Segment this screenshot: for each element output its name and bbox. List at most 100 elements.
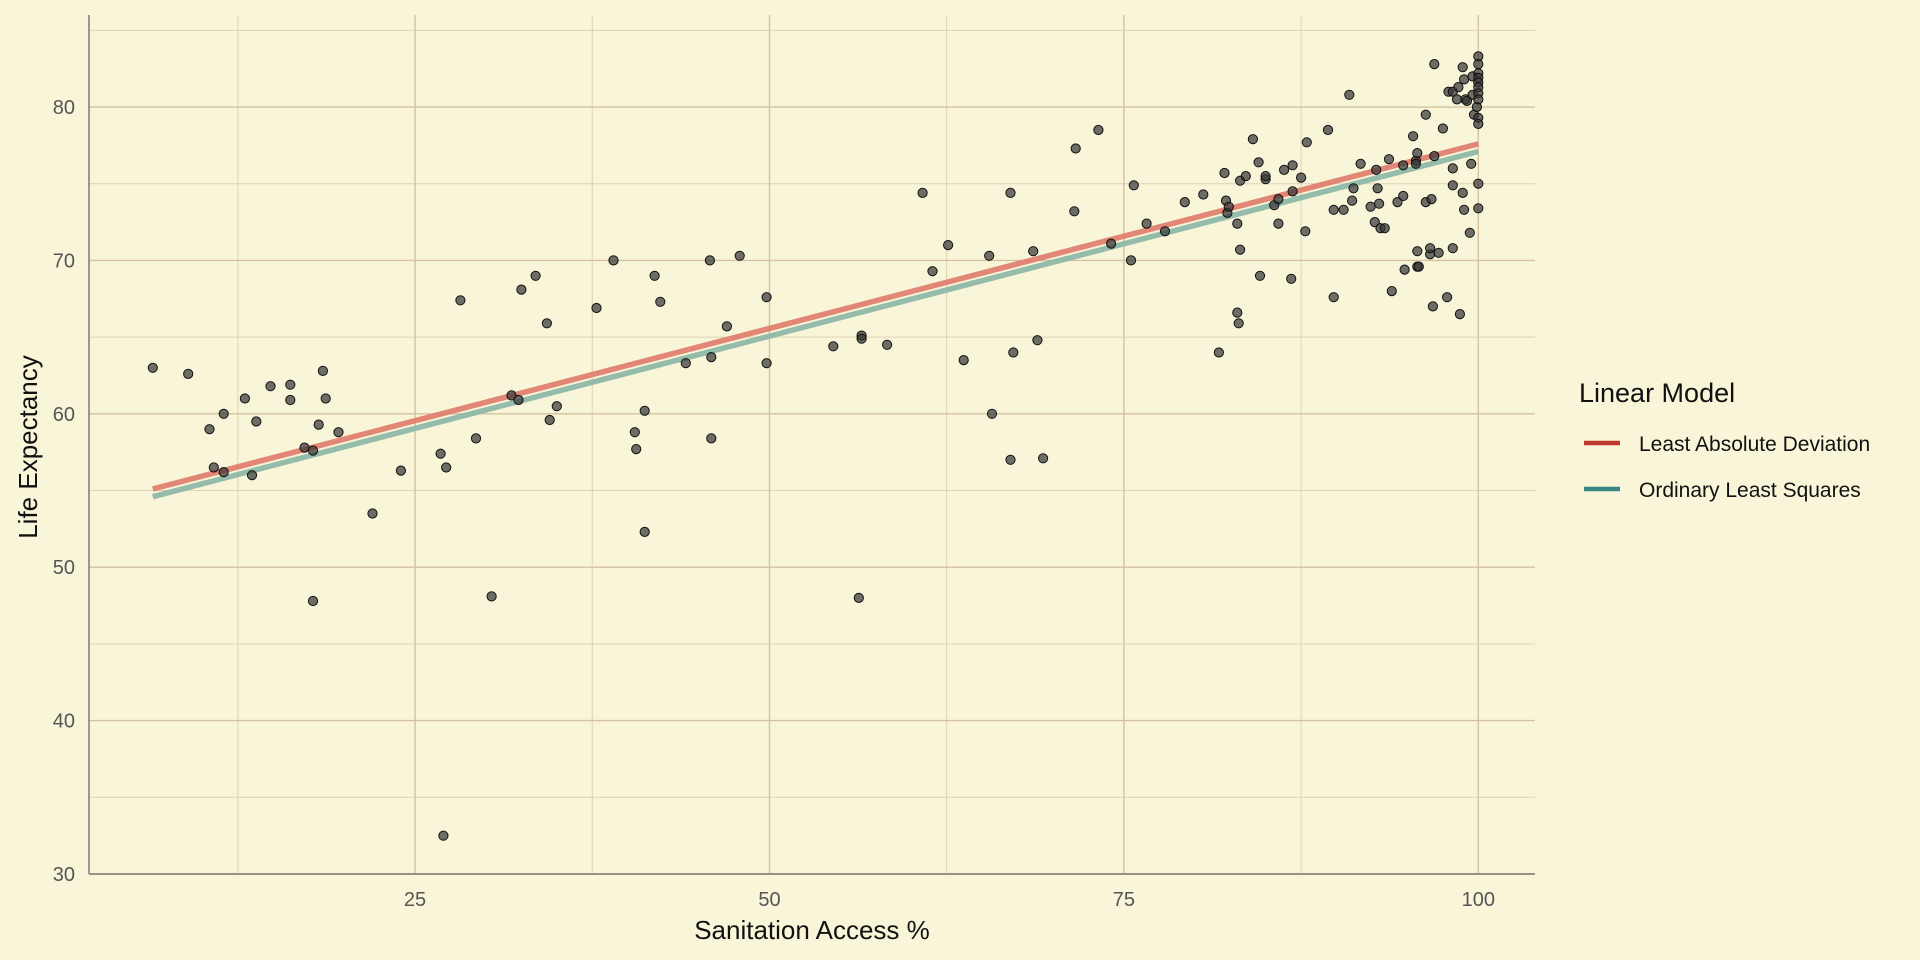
data-point	[706, 433, 717, 444]
data-point	[1254, 270, 1266, 281]
data-point	[1412, 148, 1423, 159]
data-point	[1273, 218, 1284, 229]
data-point	[1447, 163, 1458, 174]
data-point	[1348, 183, 1359, 194]
data-point	[320, 393, 331, 404]
x-tick-label: 75	[1113, 889, 1135, 911]
data-point	[856, 333, 867, 344]
data-point	[1466, 158, 1477, 169]
data-point	[1420, 109, 1431, 120]
data-point	[591, 302, 602, 314]
legend-label-lad: Least Absolute Deviation	[1639, 433, 1870, 456]
data-point	[313, 419, 324, 430]
data-point	[1412, 246, 1423, 257]
grid	[89, 15, 1535, 875]
data-point	[1344, 89, 1355, 100]
data-point	[1442, 292, 1453, 303]
data-point	[1008, 347, 1019, 358]
data-point	[1413, 261, 1424, 272]
data-point	[1005, 454, 1016, 465]
data-point	[1247, 134, 1259, 145]
data-point	[455, 295, 466, 306]
data-point	[1279, 164, 1290, 175]
data-point	[183, 368, 194, 379]
data-point	[608, 255, 619, 266]
data-point	[1365, 201, 1376, 212]
data-point	[1240, 171, 1251, 182]
data-point	[1426, 194, 1437, 205]
data-point	[147, 362, 158, 373]
data-point	[1219, 167, 1230, 179]
data-point	[1447, 180, 1458, 191]
data-point	[1093, 124, 1104, 136]
y-tick-label: 60	[53, 404, 75, 426]
data-point	[1273, 194, 1284, 205]
data-point	[1106, 238, 1117, 249]
data-point	[655, 296, 666, 307]
data-point	[1159, 226, 1171, 237]
data-point	[1347, 195, 1358, 206]
data-point	[285, 394, 296, 406]
data-point	[882, 339, 893, 350]
data-point	[927, 266, 938, 277]
data-point	[1473, 203, 1484, 214]
data-point	[649, 270, 660, 281]
data-point	[204, 424, 215, 435]
data-point	[513, 394, 524, 406]
data-point	[828, 341, 839, 352]
data-point	[1473, 94, 1484, 105]
data-point	[1459, 204, 1470, 215]
fit-lines	[152, 141, 1479, 500]
data-point	[1300, 226, 1311, 237]
data-point	[1386, 286, 1397, 297]
data-point	[1398, 160, 1409, 171]
data-point	[265, 381, 276, 392]
data-point	[1253, 157, 1264, 168]
data-point	[1383, 154, 1395, 165]
data-point	[958, 355, 969, 366]
data-point	[1338, 204, 1349, 215]
data-point	[1374, 198, 1385, 209]
data-point	[530, 270, 541, 281]
data-point	[1069, 206, 1080, 217]
data-point	[986, 408, 998, 419]
data-point	[1028, 246, 1039, 257]
data-point	[516, 284, 527, 295]
data-point	[917, 187, 928, 198]
y-tick-label: 50	[53, 557, 75, 579]
y-tick-label: 30	[53, 864, 75, 886]
legend-title: Linear Model	[1579, 378, 1735, 408]
data-point	[1429, 151, 1440, 162]
data-point	[1473, 178, 1484, 189]
data-point	[1128, 180, 1139, 191]
data-point	[1433, 247, 1444, 258]
data-point	[761, 292, 772, 303]
data-point	[1473, 59, 1484, 70]
data-point	[1038, 453, 1049, 464]
data-point	[1296, 172, 1307, 183]
data-point	[541, 318, 553, 329]
data-point	[1232, 307, 1243, 318]
data-point	[1427, 301, 1439, 312]
data-point	[1408, 131, 1419, 142]
data-point	[395, 465, 406, 476]
data-point	[704, 255, 716, 266]
x-axis-title: Sanitation Access %	[694, 915, 930, 945]
y-tick-label: 80	[53, 97, 75, 119]
data-point	[639, 405, 650, 416]
data-point	[1453, 82, 1464, 93]
data-point	[1379, 223, 1390, 234]
axes	[88, 15, 1535, 875]
data-point	[631, 444, 642, 455]
data-point	[251, 416, 262, 427]
data-point	[317, 365, 328, 376]
data-point	[208, 462, 219, 473]
data-point	[943, 240, 954, 251]
data-point	[1287, 186, 1298, 197]
data-point	[333, 427, 344, 438]
data-point	[285, 379, 296, 390]
data-point	[1328, 292, 1339, 303]
data-point	[1457, 62, 1468, 73]
data-point	[470, 433, 482, 444]
x-tick-label: 25	[404, 889, 426, 911]
